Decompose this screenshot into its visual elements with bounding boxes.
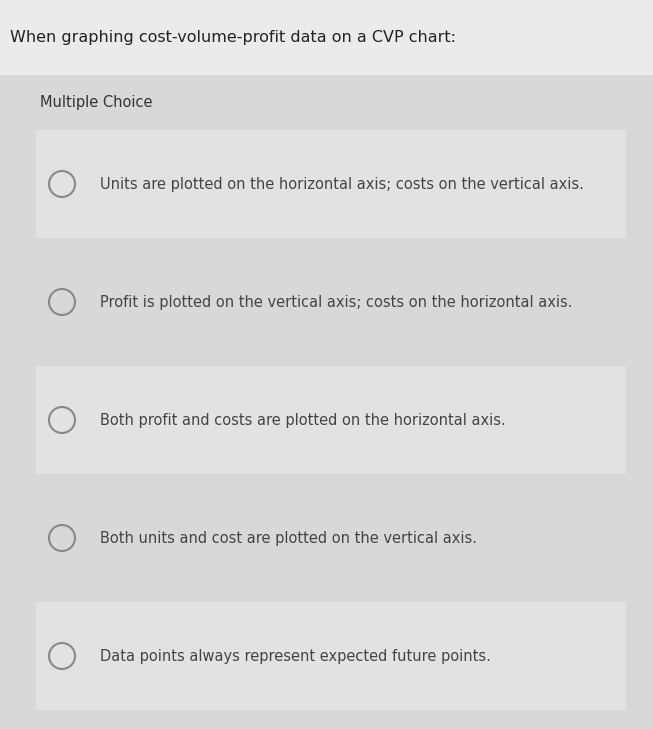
Text: Profit is plotted on the vertical axis; costs on the horizontal axis.: Profit is plotted on the vertical axis; … bbox=[100, 295, 573, 310]
Bar bbox=[0, 75, 653, 729]
Bar bbox=[36, 366, 626, 474]
Text: Both profit and costs are plotted on the horizontal axis.: Both profit and costs are plotted on the… bbox=[100, 413, 506, 427]
Text: When graphing cost-volume-profit data on a CVP chart:: When graphing cost-volume-profit data on… bbox=[10, 30, 456, 45]
Bar bbox=[36, 602, 626, 710]
Bar bbox=[36, 130, 626, 238]
Bar bbox=[36, 248, 626, 356]
Bar bbox=[36, 484, 626, 592]
Text: Units are plotted on the horizontal axis; costs on the vertical axis.: Units are plotted on the horizontal axis… bbox=[100, 176, 584, 192]
Text: Both units and cost are plotted on the vertical axis.: Both units and cost are plotted on the v… bbox=[100, 531, 477, 545]
Text: Multiple Choice: Multiple Choice bbox=[40, 95, 153, 110]
Bar bbox=[0, 0, 653, 75]
Text: Data points always represent expected future points.: Data points always represent expected fu… bbox=[100, 649, 491, 663]
